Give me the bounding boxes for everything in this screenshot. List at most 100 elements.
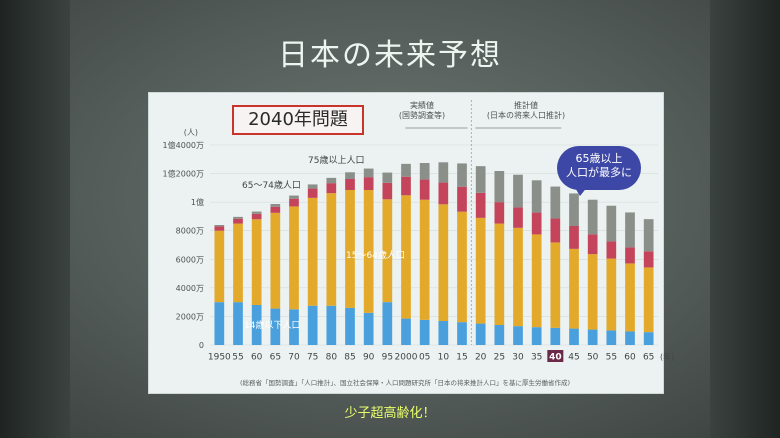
bar-segment (345, 307, 355, 345)
bar-segment (457, 163, 467, 187)
y-tick-label: 1億4000万 (163, 140, 204, 150)
x-tick-label: 70 (288, 353, 300, 363)
actual-values-header: 実績値 (国勢調査等) (382, 101, 462, 121)
bar-segment (475, 323, 486, 345)
x-tick-label: 15 (456, 353, 467, 363)
bar-segment (363, 177, 374, 190)
bar-segment (233, 302, 243, 345)
bar-segment (550, 327, 561, 345)
y-tick-label: 6000万 (176, 255, 204, 264)
x-tick-label: 40 (549, 353, 562, 363)
bar-segment (625, 263, 635, 332)
series-label: 65～74歳人口 (242, 179, 301, 191)
bar-segment (326, 193, 337, 306)
bar-segment (382, 199, 393, 303)
highlight-year-box (547, 350, 564, 362)
bar-segment (438, 182, 449, 205)
screen-edge-right (710, 0, 780, 438)
y-tick-label: 1億2000万 (163, 169, 204, 179)
bar-segment (494, 325, 505, 345)
series-label: 15～64歳人口 (346, 249, 405, 261)
bar-segment (457, 322, 467, 345)
bar-segment (214, 226, 225, 231)
bar-segment (251, 219, 262, 305)
bar-segment (569, 248, 579, 329)
x-tick-label: 1950 (208, 353, 231, 363)
bar-segment (438, 204, 449, 321)
x-unit-label: (年) (660, 352, 674, 362)
bar-segment (419, 163, 430, 180)
x-tick-label: 10 (438, 353, 450, 363)
bar-segment (233, 223, 243, 303)
bar-segment (419, 319, 430, 345)
bar-segment (289, 309, 299, 345)
bar-segment (289, 198, 299, 207)
x-tick-label: 25 (494, 353, 505, 363)
bar-segment (307, 305, 318, 345)
bar-segment (643, 267, 654, 333)
bar-segment (457, 211, 467, 323)
y-unit-label: (人) (184, 128, 198, 137)
series-label: 14歳以下人口 (244, 319, 300, 331)
y-tick-label: 4000万 (176, 284, 204, 293)
bar-segment (233, 218, 243, 224)
bar-segment (251, 213, 262, 220)
bar-segment (513, 207, 523, 228)
x-tick-label: 35 (531, 353, 542, 363)
x-tick-label: 60 (624, 353, 636, 363)
screen-edge-left (0, 0, 70, 438)
x-tick-label: 60 (251, 353, 263, 363)
y-tick-label: 1億 (191, 197, 204, 207)
callout-bubble: 65歳以上 人口が最多に (557, 146, 641, 190)
x-tick-label: 75 (307, 353, 318, 363)
bar-segment (270, 204, 281, 207)
bar-segment (401, 163, 411, 177)
source-note: (総務省「国勢調査」「人口推計」、国立社会保障・人口問題研究所「日本の将来推計人… (240, 379, 571, 387)
bar-segment (587, 199, 598, 235)
bar-segment (345, 190, 355, 308)
bar-segment (326, 183, 337, 194)
y-tick-label: 0 (199, 341, 204, 350)
bar-segment (214, 225, 225, 227)
y-tick-label: 8000万 (176, 227, 204, 236)
x-tick-label: 90 (363, 353, 375, 363)
x-tick-label: 95 (382, 353, 393, 363)
bar-segment (401, 318, 411, 345)
bar-segment (587, 254, 598, 330)
x-tick-label: 30 (512, 353, 524, 363)
bar-segment (531, 234, 542, 328)
bar-segment (606, 241, 617, 259)
bar-segment (438, 321, 449, 345)
slide-title: 日本の未来予想 (278, 38, 502, 73)
bar-segment (270, 206, 281, 213)
bar-segment (569, 226, 579, 249)
x-tick-label: 05 (419, 353, 430, 363)
bar-segment (326, 305, 337, 345)
bar-segment (531, 180, 542, 213)
slide-caption: 少子超高齢化！ (344, 406, 436, 421)
bar-segment (382, 172, 393, 183)
bar-segment (513, 227, 523, 327)
bar-segment (289, 195, 299, 199)
bar-segment (382, 182, 393, 200)
bar-segment (643, 219, 654, 252)
bar-segment (326, 177, 337, 184)
bar-segment (475, 217, 486, 324)
issue-badge: 2040年問題 (232, 105, 364, 135)
bar-segment (419, 179, 430, 200)
bar-segment (606, 258, 617, 331)
bar-segment (214, 230, 225, 303)
bar-segment (513, 326, 523, 345)
bar-segment (643, 251, 654, 268)
bar-segment (531, 327, 542, 345)
bar-segment (587, 234, 598, 255)
bar-segment (307, 197, 318, 306)
bar-segment (550, 186, 561, 219)
bar-segment (475, 166, 486, 193)
bar-segment (289, 206, 299, 310)
bar-segment (494, 171, 505, 203)
bar-segment (214, 302, 225, 345)
callout-text: 65歳以上 人口が最多に (566, 152, 632, 179)
